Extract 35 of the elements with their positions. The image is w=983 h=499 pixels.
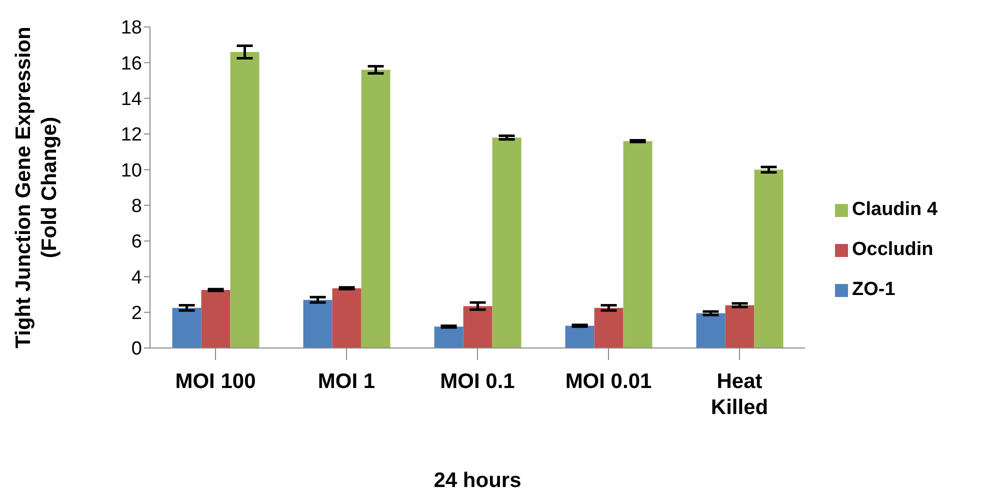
bar [463,306,492,348]
bar [361,70,390,348]
bar [303,300,332,348]
x-axis-title: 24 hours [434,469,522,492]
y-tick-label: 6 [131,232,142,253]
bar [623,141,652,348]
bar [332,288,362,348]
y-tick-label: 18 [120,18,142,39]
y-tick-label: 0 [131,338,142,360]
legend-label: ZO-1 [852,278,896,300]
bar [172,308,202,348]
x-tick-label: Heat Killed [710,370,768,419]
bar [696,313,726,348]
x-tick-label: MOI 0.01 [565,370,652,393]
bar [434,326,464,348]
y-tick-label: 10 [120,160,142,182]
bar [492,138,522,348]
y-tick-label: 12 [120,124,142,146]
y-tick-label: 16 [120,53,142,74]
bar [565,326,594,348]
bar [594,308,624,348]
bar [754,170,784,348]
x-tick-label: MOI 1 [318,370,376,393]
legend-label: Occludin [852,238,934,260]
y-tick-label: 8 [131,196,142,218]
y-axis-title: Tight Junction Gene Expression (Fold Change) [12,26,61,348]
x-tick-label: MOI 100 [175,370,256,393]
y-tick-label: 4 [131,267,142,288]
legend-label: Claudin 4 [852,198,938,220]
x-tick-label: MOI 0.1 [440,370,516,393]
bar [230,52,260,348]
y-tick-label: 2 [131,303,142,324]
y-tick-label: 14 [120,89,142,110]
bar [201,290,230,348]
bar [725,305,754,348]
